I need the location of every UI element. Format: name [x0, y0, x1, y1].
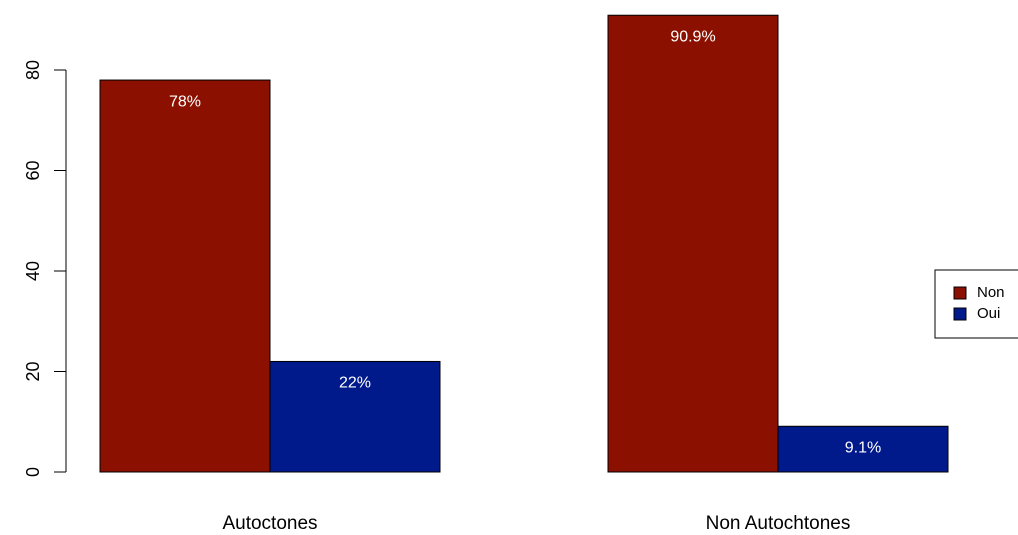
y-tick-label: 40: [23, 261, 43, 281]
bar-non-0: [99, 79, 271, 473]
y-axis: 0 20 40 60 80: [23, 60, 67, 477]
legend-swatch: [953, 307, 967, 321]
y-tick-label: 0: [23, 467, 43, 477]
y-tick-label: 60: [23, 160, 43, 180]
legend-box: [934, 269, 1018, 339]
bar-data-label: 9.1%: [845, 439, 881, 456]
legend-swatch: [953, 286, 967, 300]
legend-label: Non: [977, 284, 1005, 301]
bar-data-label: 90.9%: [670, 28, 715, 45]
bars: 78% 22% 90.9% 9.1%: [99, 14, 949, 473]
category-label: Autoctones: [222, 513, 317, 534]
bar-data-label: 78%: [169, 93, 201, 110]
category-labels: Autoctones Non Autochtones: [222, 513, 850, 534]
legend: Non Oui: [934, 269, 1018, 339]
bar-non-1: [607, 14, 779, 473]
legend-label: Oui: [977, 305, 1000, 322]
y-tick-label: 20: [23, 361, 43, 381]
bar-oui-0: [269, 360, 441, 473]
bar-oui-1: [777, 425, 949, 473]
y-tick-label: 80: [23, 60, 43, 80]
category-label: Non Autochtones: [706, 513, 851, 534]
bar-data-label: 22%: [339, 375, 371, 392]
